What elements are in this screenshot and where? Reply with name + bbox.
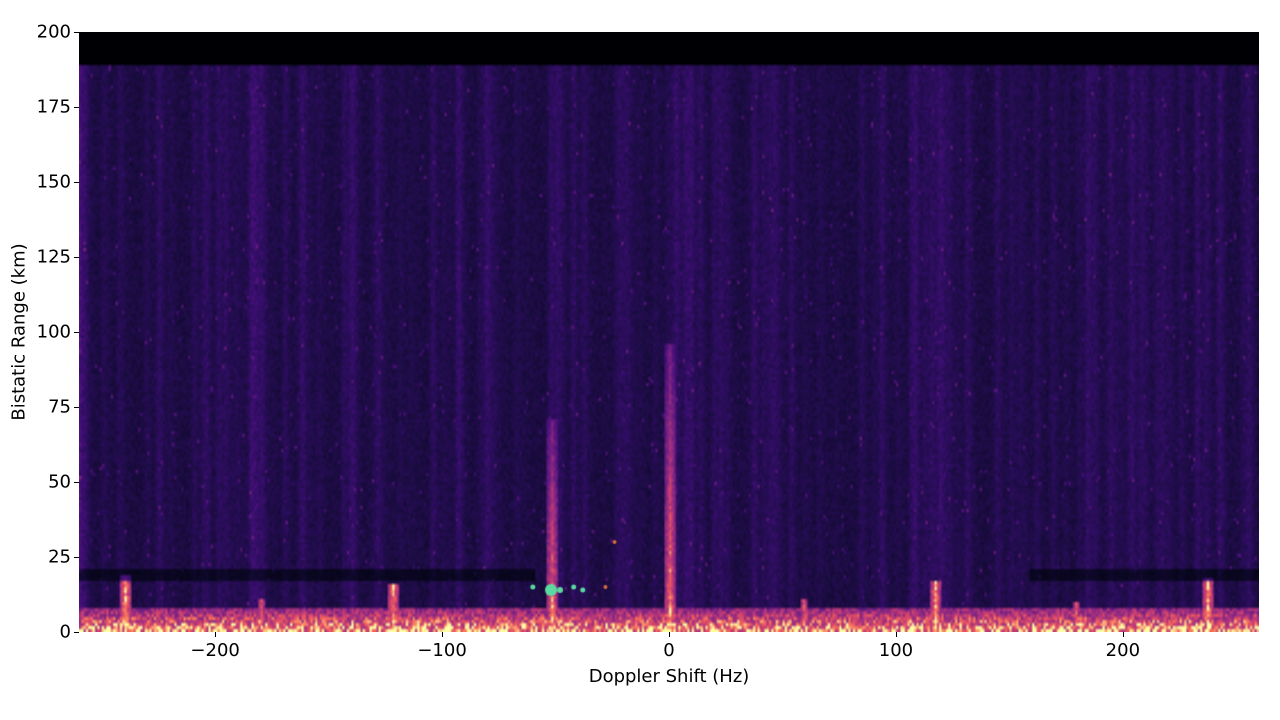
x-axis-label: Doppler Shift (Hz) [589,666,750,687]
x-tick-mark [215,632,216,637]
x-tick-label: 100 [879,640,913,661]
x-tick-mark [442,632,443,637]
x-tick-mark [896,632,897,637]
y-tick-label: 25 [48,547,71,568]
y-tick-mark [74,407,79,408]
y-tick-mark [74,557,79,558]
plot-area [79,32,1259,632]
y-tick-label: 50 [48,472,71,493]
detection-markers-layer [79,32,1259,632]
x-tick-label: 0 [663,640,674,661]
y-tick-mark [74,182,79,183]
y-tick-mark [74,257,79,258]
y-tick-label: 75 [48,397,71,418]
x-tick-label: −100 [417,640,466,661]
x-tick-label: −200 [190,640,239,661]
y-axis-label: Bistatic Range (km) [9,243,30,420]
x-tick-mark [1123,632,1124,637]
x-tick-mark [669,632,670,637]
y-tick-label: 125 [37,247,71,268]
x-tick-label: 200 [1106,640,1140,661]
y-tick-mark [74,332,79,333]
y-tick-label: 100 [37,322,71,343]
y-tick-mark [74,632,79,633]
y-tick-mark [74,107,79,108]
y-tick-label: 175 [37,97,71,118]
y-tick-label: 200 [37,22,71,43]
y-tick-label: 150 [37,172,71,193]
y-tick-mark [74,482,79,483]
y-tick-mark [74,32,79,33]
y-tick-label: 0 [60,622,71,643]
figure: −200 −100 0 100 200 0 25 50 75 100 125 150 175 200 Bi… [0,0,1280,720]
